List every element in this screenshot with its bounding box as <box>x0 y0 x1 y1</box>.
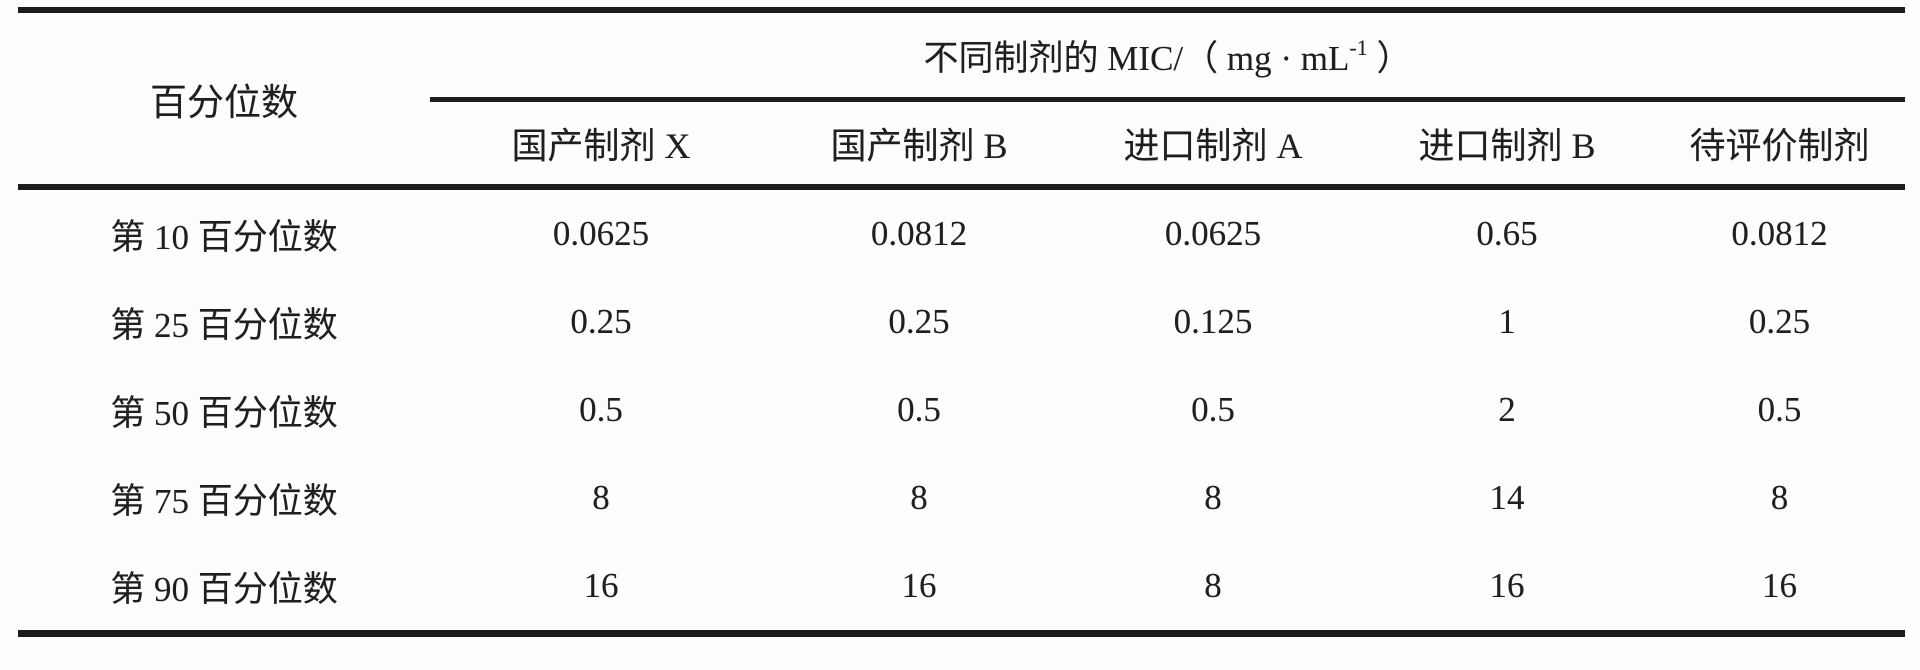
mic-percentile-table: 百分位数 不同制剂的 MIC/（ mg · mL-1 ） 国产制剂 X 国产制剂… <box>18 7 1906 637</box>
cell-value: 0.0812 <box>870 214 968 253</box>
cell-value: 0.5 <box>579 390 623 429</box>
span-header-text: 不同制剂的 MIC/（ mg · mL <box>923 38 1350 78</box>
row-label-p25: 第 25 百分位数 <box>110 305 338 345</box>
cell-value: 0.65 <box>1476 214 1538 253</box>
cell-value: 1 <box>1498 302 1516 341</box>
cell-value: 8 <box>592 478 610 517</box>
header-row-preparations: 国产制剂 X 国产制剂 B 进口制剂 A 进口制剂 B 待评价制剂 <box>18 99 1906 190</box>
cell-value: 0.5 <box>897 390 941 429</box>
cell-value: 16 <box>1762 566 1798 605</box>
cell-value: 2 <box>1498 390 1516 429</box>
row-label-p75: 第 75 百分位数 <box>110 481 338 521</box>
cell-value: 8 <box>1204 566 1222 605</box>
cell-value: 0.0812 <box>1731 214 1828 253</box>
column-header-to-evaluate: 待评价制剂 <box>1654 99 1906 190</box>
cell-value: 14 <box>1489 478 1525 517</box>
table-row-p50: 第 50 百分位数 0.5 0.5 0.5 2 0.5 <box>18 366 1905 454</box>
table-row-p90: 第 90 百分位数 16 16 8 16 16 <box>18 542 1905 634</box>
cell-value: 0.5 <box>1191 390 1235 429</box>
row-label-p90: 第 90 百分位数 <box>110 569 338 609</box>
cell-value: 0.0625 <box>1164 214 1262 253</box>
span-header-mic-unit: 不同制剂的 MIC/（ mg · mL-1 ） <box>430 10 1906 102</box>
column-header-imported-a: 进口制剂 A <box>1066 99 1360 190</box>
cell-value: 0.25 <box>570 302 632 341</box>
cell-value: 16 <box>1489 566 1525 605</box>
column-header-domestic-x: 国产制剂 X <box>430 99 772 190</box>
column-header-domestic-b: 国产制剂 B <box>772 99 1066 190</box>
row-label-p50: 第 50 百分位数 <box>110 393 338 433</box>
cell-value: 8 <box>910 478 928 517</box>
cell-value: 0.125 <box>1173 302 1253 341</box>
cell-value: 16 <box>901 566 937 605</box>
cell-value: 0.5 <box>1757 390 1802 429</box>
column-header-percentile: 百分位数 <box>18 10 430 190</box>
cell-value: 0.25 <box>888 302 950 341</box>
header-row-span: 百分位数 不同制剂的 MIC/（ mg · mL-1 ） <box>18 10 1906 190</box>
cell-value: 8 <box>1770 478 1789 517</box>
cell-value: 0.25 <box>1748 302 1811 341</box>
cell-value: 8 <box>1204 478 1222 517</box>
cell-value: 0.0625 <box>552 214 650 253</box>
span-header-superscript: -1 <box>1349 34 1368 60</box>
column-header-imported-b: 进口制剂 B <box>1360 99 1654 190</box>
span-header-close-paren: ） <box>1367 38 1412 78</box>
row-label-p10: 第 10 百分位数 <box>110 217 338 257</box>
table-row-p25: 第 25 百分位数 0.25 0.25 0.125 1 0.25 <box>18 278 1905 366</box>
cell-value: 16 <box>583 566 619 605</box>
table-row-p10: 第 10 百分位数 0.0625 0.0812 0.0625 0.65 0.08… <box>18 187 1905 278</box>
table-row-p75: 第 75 百分位数 8 8 8 14 8 <box>18 454 1905 542</box>
